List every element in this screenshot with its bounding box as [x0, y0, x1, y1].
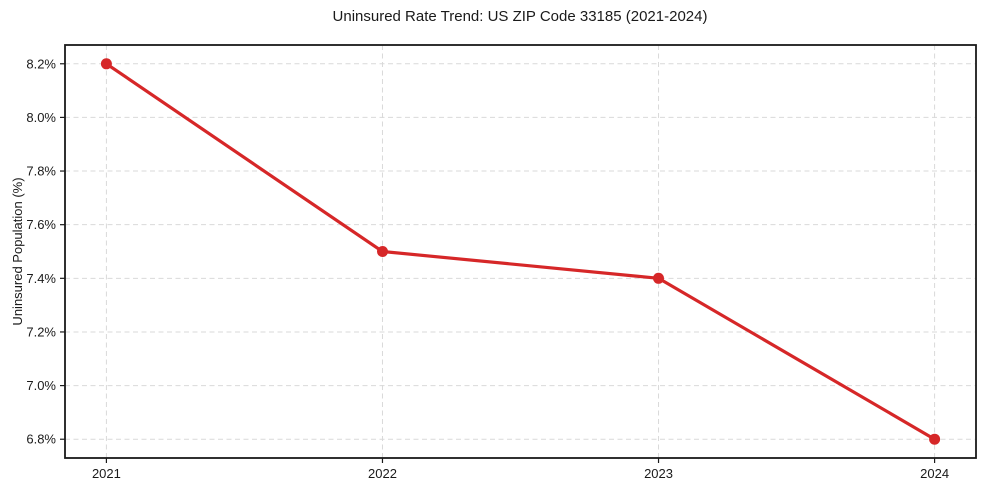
x-tick-label: 2023: [644, 466, 673, 481]
axes-layer: 2021 2022 2023 2024 6.8% 7.0% 7.2% 7.4% 7.6% 7.8%…: [26, 44, 977, 481]
x-tick-label: 2021: [92, 466, 121, 481]
plot-border: [64, 44, 977, 459]
y-tick-label: 7.6%: [26, 217, 56, 232]
trend-line: [104, 62, 937, 441]
grid-layer: [65, 45, 976, 458]
series-layer: [100, 58, 941, 445]
chart-title: Uninsured Rate Trend: US ZIP Code 33185 …: [333, 8, 708, 25]
data-point: [653, 272, 664, 284]
data-point: [929, 433, 941, 445]
y-tick-label: 7.2%: [26, 324, 56, 339]
y-tick-label: 7.0%: [26, 378, 56, 393]
y-tick-label: 7.8%: [26, 164, 56, 179]
x-tick-label: 2022: [368, 466, 397, 481]
data-point: [377, 246, 388, 257]
y-tick-label: 8.0%: [26, 110, 56, 125]
y-tick-label: 6.8%: [26, 432, 56, 447]
y-tick-label: 8.2%: [26, 56, 56, 71]
y-axis-label: Uninsured Population (%): [10, 177, 25, 325]
x-tick-label: 2024: [920, 466, 949, 481]
data-point: [100, 58, 112, 70]
y-tick-label: 7.4%: [26, 271, 56, 286]
